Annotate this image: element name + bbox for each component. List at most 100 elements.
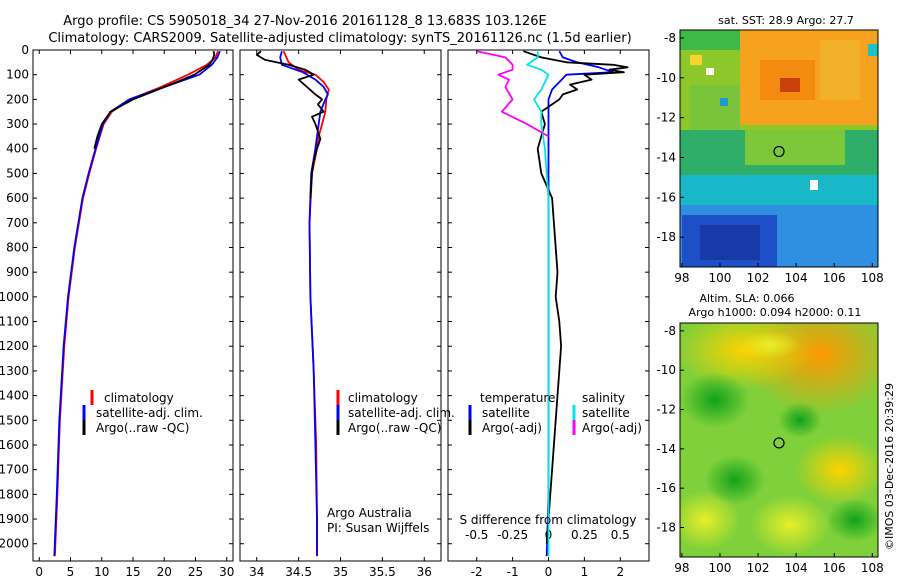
sla-map-frame	[679, 322, 879, 558]
sst-map-frame	[679, 29, 879, 268]
x-tick-label: 35	[333, 565, 348, 579]
difference-legend: temperature salinity satellite Argo(-adj…	[460, 391, 642, 527]
series-line-temperature-argo	[93, 51, 216, 149]
annotation-argo-australia: Argo Australia	[327, 506, 412, 520]
sla-map-title-line1: Altim. SLA: 0.066	[699, 292, 794, 305]
y-tick-label: 1200	[0, 339, 29, 353]
legend-header-salinity: salinity	[582, 391, 625, 405]
salinity-panel-frame	[239, 49, 442, 562]
sst-map-image	[680, 30, 878, 267]
map-x-tick-label: 104	[785, 271, 808, 285]
argo-position-marker	[773, 145, 785, 158]
annotation-pi: PI: Susan Wijffels	[327, 521, 429, 535]
y-tick-label: 500	[6, 166, 29, 180]
x-tick-label: 0	[35, 565, 43, 579]
map-y-tick-label: -12	[656, 403, 676, 417]
s-difference-label: S difference from climatology	[460, 513, 637, 527]
x-tick-label: -2	[471, 565, 483, 579]
temperature-legend: climatology satellite-adj. clim. Argo(..…	[82, 390, 203, 435]
legend-label-sal-satellite: satellite	[582, 406, 630, 420]
map-y-tick-label: -10	[656, 71, 676, 85]
map-x-tick-label: 102	[747, 561, 770, 575]
map-y-tick-label: -18	[656, 521, 676, 535]
map-x-tick-label: 98	[674, 561, 689, 575]
series-line-salinity-climatology	[282, 50, 330, 557]
y-tick-label: 1000	[0, 290, 29, 304]
map-y-tick-label: -10	[656, 363, 676, 377]
s-tick-label: 0.25	[571, 528, 598, 542]
y-tick-label: 2000	[0, 537, 29, 551]
map-x-tick-label: 106	[823, 561, 846, 575]
x-tick-label: -1	[507, 565, 519, 579]
series-line-temperature-climatology	[54, 50, 219, 557]
map-x-tick-label: 106	[823, 271, 846, 285]
y-tick-label: 400	[6, 142, 29, 156]
series-line-difference-salinity-satellite	[526, 51, 550, 557]
series-line-difference-temperature-argo	[523, 50, 629, 544]
series-line-salinity-satellite	[279, 50, 329, 557]
x-tick-label: 30	[219, 565, 234, 579]
y-tick-label: 600	[6, 191, 29, 205]
map-x-tick-label: 108	[861, 271, 884, 285]
y-tick-label: 1100	[0, 315, 29, 329]
temperature-panel-frame	[32, 49, 234, 562]
legend-label-temp-satellite: satellite	[482, 406, 530, 420]
y-tick-label: 1400	[0, 389, 29, 403]
legend-header-temperature: temperature	[480, 391, 555, 405]
map-y-tick-label: -14	[656, 442, 676, 456]
series-line-salinity-argo	[255, 50, 325, 199]
sst-map-title: sat. SST: 28.9 Argo: 27.7	[718, 14, 854, 27]
y-tick-label: 1800	[0, 487, 29, 501]
map-y-tick-label: -18	[656, 230, 676, 244]
legend-label-climatology: climatology	[348, 391, 418, 405]
series-line-difference-salinity-argo	[476, 50, 549, 138]
figure-subtitle: Climatology: CARS2009. Satellite-adjuste…	[48, 31, 631, 46]
legend-label-sal-argo: Argo(-adj)	[582, 421, 642, 435]
y-tick-label: 1300	[0, 364, 29, 378]
legend-label-argo: Argo(..raw -QC)	[348, 421, 441, 435]
map-y-tick-label: -12	[656, 111, 676, 125]
y-tick-label: 200	[6, 92, 29, 106]
argo-position-marker	[773, 437, 785, 449]
x-tick-label: 10	[94, 565, 109, 579]
x-tick-label: 34.5	[285, 565, 312, 579]
legend-label-temp-argo: Argo(-adj)	[482, 421, 542, 435]
x-tick-label: 0	[545, 565, 553, 579]
series-line-temperature-satellite	[53, 50, 221, 557]
legend-label-satellite: satellite-adj. clim.	[96, 406, 203, 420]
map-y-tick-label: -16	[656, 190, 676, 204]
sla-map-image	[680, 323, 878, 557]
x-tick-label: 5	[67, 565, 75, 579]
map-x-tick-label: 100	[709, 271, 732, 285]
map-y-tick-label: -8	[664, 324, 676, 338]
map-x-tick-label: 98	[674, 271, 689, 285]
y-tick-label: 800	[6, 240, 29, 254]
x-tick-label: 15	[125, 565, 140, 579]
s-tick-label: -0.5	[465, 528, 488, 542]
y-tick-label: 1500	[0, 413, 29, 427]
salinity-legend: climatology satellite-adj. clim. Argo(..…	[327, 390, 455, 535]
legend-label-climatology: climatology	[104, 391, 174, 405]
y-tick-label: 1600	[0, 438, 29, 452]
sla-map-title-line2: Argo h1000: 0.094 h2000: 0.11	[689, 306, 862, 319]
map-y-tick-label: -16	[656, 481, 676, 495]
y-tick-label: 100	[6, 68, 29, 82]
map-x-tick-label: 104	[785, 561, 808, 575]
x-tick-label: 34	[249, 565, 264, 579]
map-y-tick-label: -8	[664, 31, 676, 45]
y-tick-label: 700	[6, 216, 29, 230]
x-tick-label: 25	[188, 565, 203, 579]
y-tick-label: 300	[6, 117, 29, 131]
map-y-tick-label: -14	[656, 150, 676, 164]
map-x-tick-label: 100	[709, 561, 732, 575]
legend-label-argo: Argo(..raw -QC)	[96, 421, 189, 435]
s-tick-label: 0.5	[611, 528, 630, 542]
x-tick-label: 2	[616, 565, 624, 579]
legend-label-satellite: satellite-adj. clim.	[348, 406, 455, 420]
x-tick-label: 20	[157, 565, 172, 579]
y-tick-label: 1900	[0, 512, 29, 526]
y-tick-label: 0	[21, 43, 29, 57]
x-tick-label: 36	[417, 565, 432, 579]
